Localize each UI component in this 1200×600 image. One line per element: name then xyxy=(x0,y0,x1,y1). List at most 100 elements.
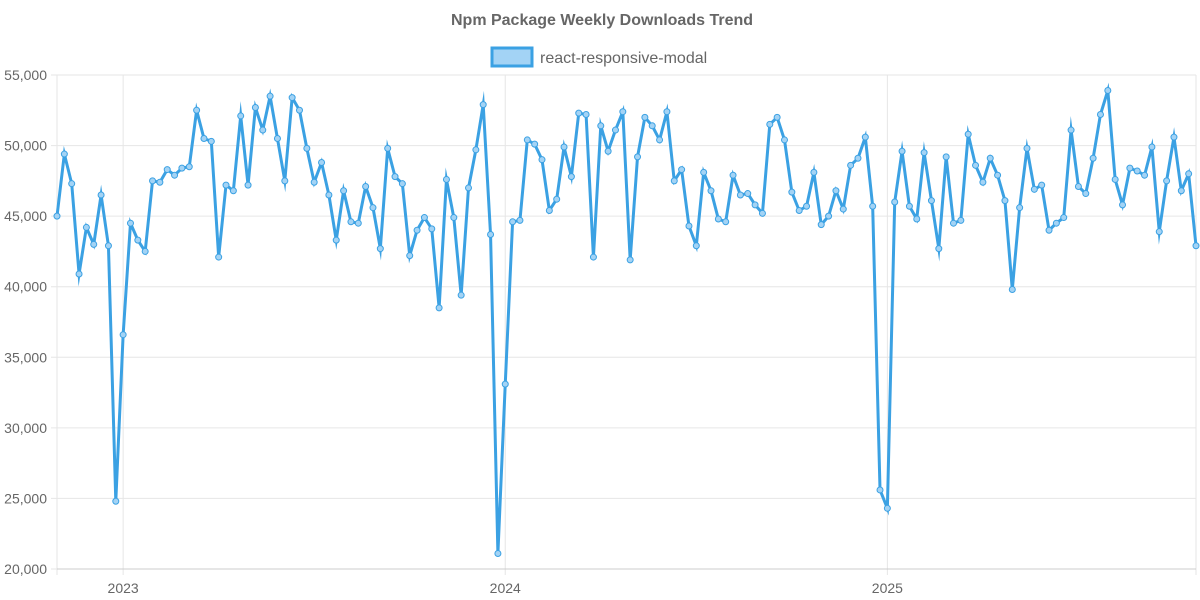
chart-title: Npm Package Weekly Downloads Trend xyxy=(451,12,753,29)
data-point xyxy=(149,177,157,185)
data-point xyxy=(134,236,142,244)
data-point xyxy=(259,126,267,134)
data-point xyxy=(1096,111,1104,119)
data-point xyxy=(692,242,700,250)
data-point xyxy=(384,144,392,152)
data-point xyxy=(1008,286,1016,294)
series-line xyxy=(55,82,1198,554)
data-point xyxy=(685,222,693,230)
data-point xyxy=(560,143,568,151)
data-point xyxy=(604,147,612,155)
data-point xyxy=(215,253,223,261)
data-point xyxy=(68,180,76,188)
data-point xyxy=(847,161,855,169)
legend[interactable]: react-responsive-modal xyxy=(490,46,707,68)
data-point xyxy=(1126,164,1134,172)
data-point xyxy=(281,177,289,185)
y-tick-label: 50,000 xyxy=(4,138,47,154)
data-point xyxy=(678,166,686,174)
data-point xyxy=(126,219,134,227)
legend-label: react-responsive-modal xyxy=(540,50,707,67)
data-point xyxy=(861,133,869,141)
data-point xyxy=(935,245,943,253)
data-point xyxy=(523,136,531,144)
data-point xyxy=(729,171,737,179)
y-tick-label: 20,000 xyxy=(4,561,47,577)
data-point xyxy=(450,214,458,222)
data-point xyxy=(303,144,311,152)
data-point xyxy=(942,153,950,161)
y-tick-label: 40,000 xyxy=(4,279,47,295)
data-point xyxy=(986,154,994,162)
data-point xyxy=(957,216,965,224)
data-point xyxy=(104,242,112,250)
data-point xyxy=(1067,126,1075,134)
data-point xyxy=(641,113,649,121)
data-point xyxy=(927,197,935,205)
data-point xyxy=(803,202,811,210)
x-tick-label: 2023 xyxy=(108,580,139,596)
data-point xyxy=(751,201,759,209)
data-point xyxy=(1089,154,1097,162)
data-point xyxy=(994,171,1002,179)
data-point xyxy=(979,178,987,186)
y-tick-label: 25,000 xyxy=(4,490,47,506)
data-point xyxy=(501,380,509,388)
data-point xyxy=(369,204,377,212)
y-gridlines xyxy=(51,74,1196,570)
data-point xyxy=(119,331,127,339)
data-point xyxy=(288,94,296,102)
data-point xyxy=(634,153,642,161)
data-point xyxy=(1104,87,1112,95)
data-point xyxy=(758,209,766,217)
data-point xyxy=(398,180,406,188)
data-point xyxy=(53,212,61,220)
data-point xyxy=(744,190,752,198)
data-point xyxy=(413,226,421,234)
data-point xyxy=(898,147,906,155)
data-point xyxy=(354,219,362,227)
data-point xyxy=(531,140,539,148)
data-point xyxy=(141,247,149,255)
data-point xyxy=(1119,201,1127,209)
data-point xyxy=(876,486,884,494)
data-point xyxy=(788,188,796,196)
data-point xyxy=(810,168,818,176)
data-point xyxy=(442,175,450,183)
data-point xyxy=(1074,183,1082,191)
data-point xyxy=(1192,242,1200,250)
data-point xyxy=(611,126,619,134)
data-point xyxy=(171,171,179,179)
data-point xyxy=(825,212,833,220)
data-point xyxy=(516,216,524,224)
data-point xyxy=(60,150,68,158)
data-point xyxy=(589,253,597,261)
data-point xyxy=(340,187,348,195)
data-point xyxy=(391,173,399,181)
data-point xyxy=(780,136,788,144)
data-point xyxy=(553,195,561,203)
data-point xyxy=(832,187,840,195)
data-point xyxy=(465,184,473,192)
data-point xyxy=(82,223,90,231)
data-point xyxy=(883,504,891,512)
data-point xyxy=(950,219,958,227)
data-point xyxy=(597,122,605,130)
data-point xyxy=(766,120,774,128)
data-point xyxy=(773,113,781,121)
data-point xyxy=(222,181,230,189)
data-point xyxy=(714,215,722,223)
data-point xyxy=(1185,170,1193,178)
data-point xyxy=(913,215,921,223)
data-point xyxy=(1023,144,1031,152)
data-point xyxy=(75,270,83,278)
data-point xyxy=(347,218,355,226)
data-point xyxy=(237,112,245,120)
data-point xyxy=(575,109,583,117)
data-point xyxy=(1082,190,1090,198)
data-point xyxy=(1111,175,1119,183)
data-point xyxy=(700,168,708,176)
data-point xyxy=(648,122,656,130)
data-point xyxy=(406,252,414,260)
